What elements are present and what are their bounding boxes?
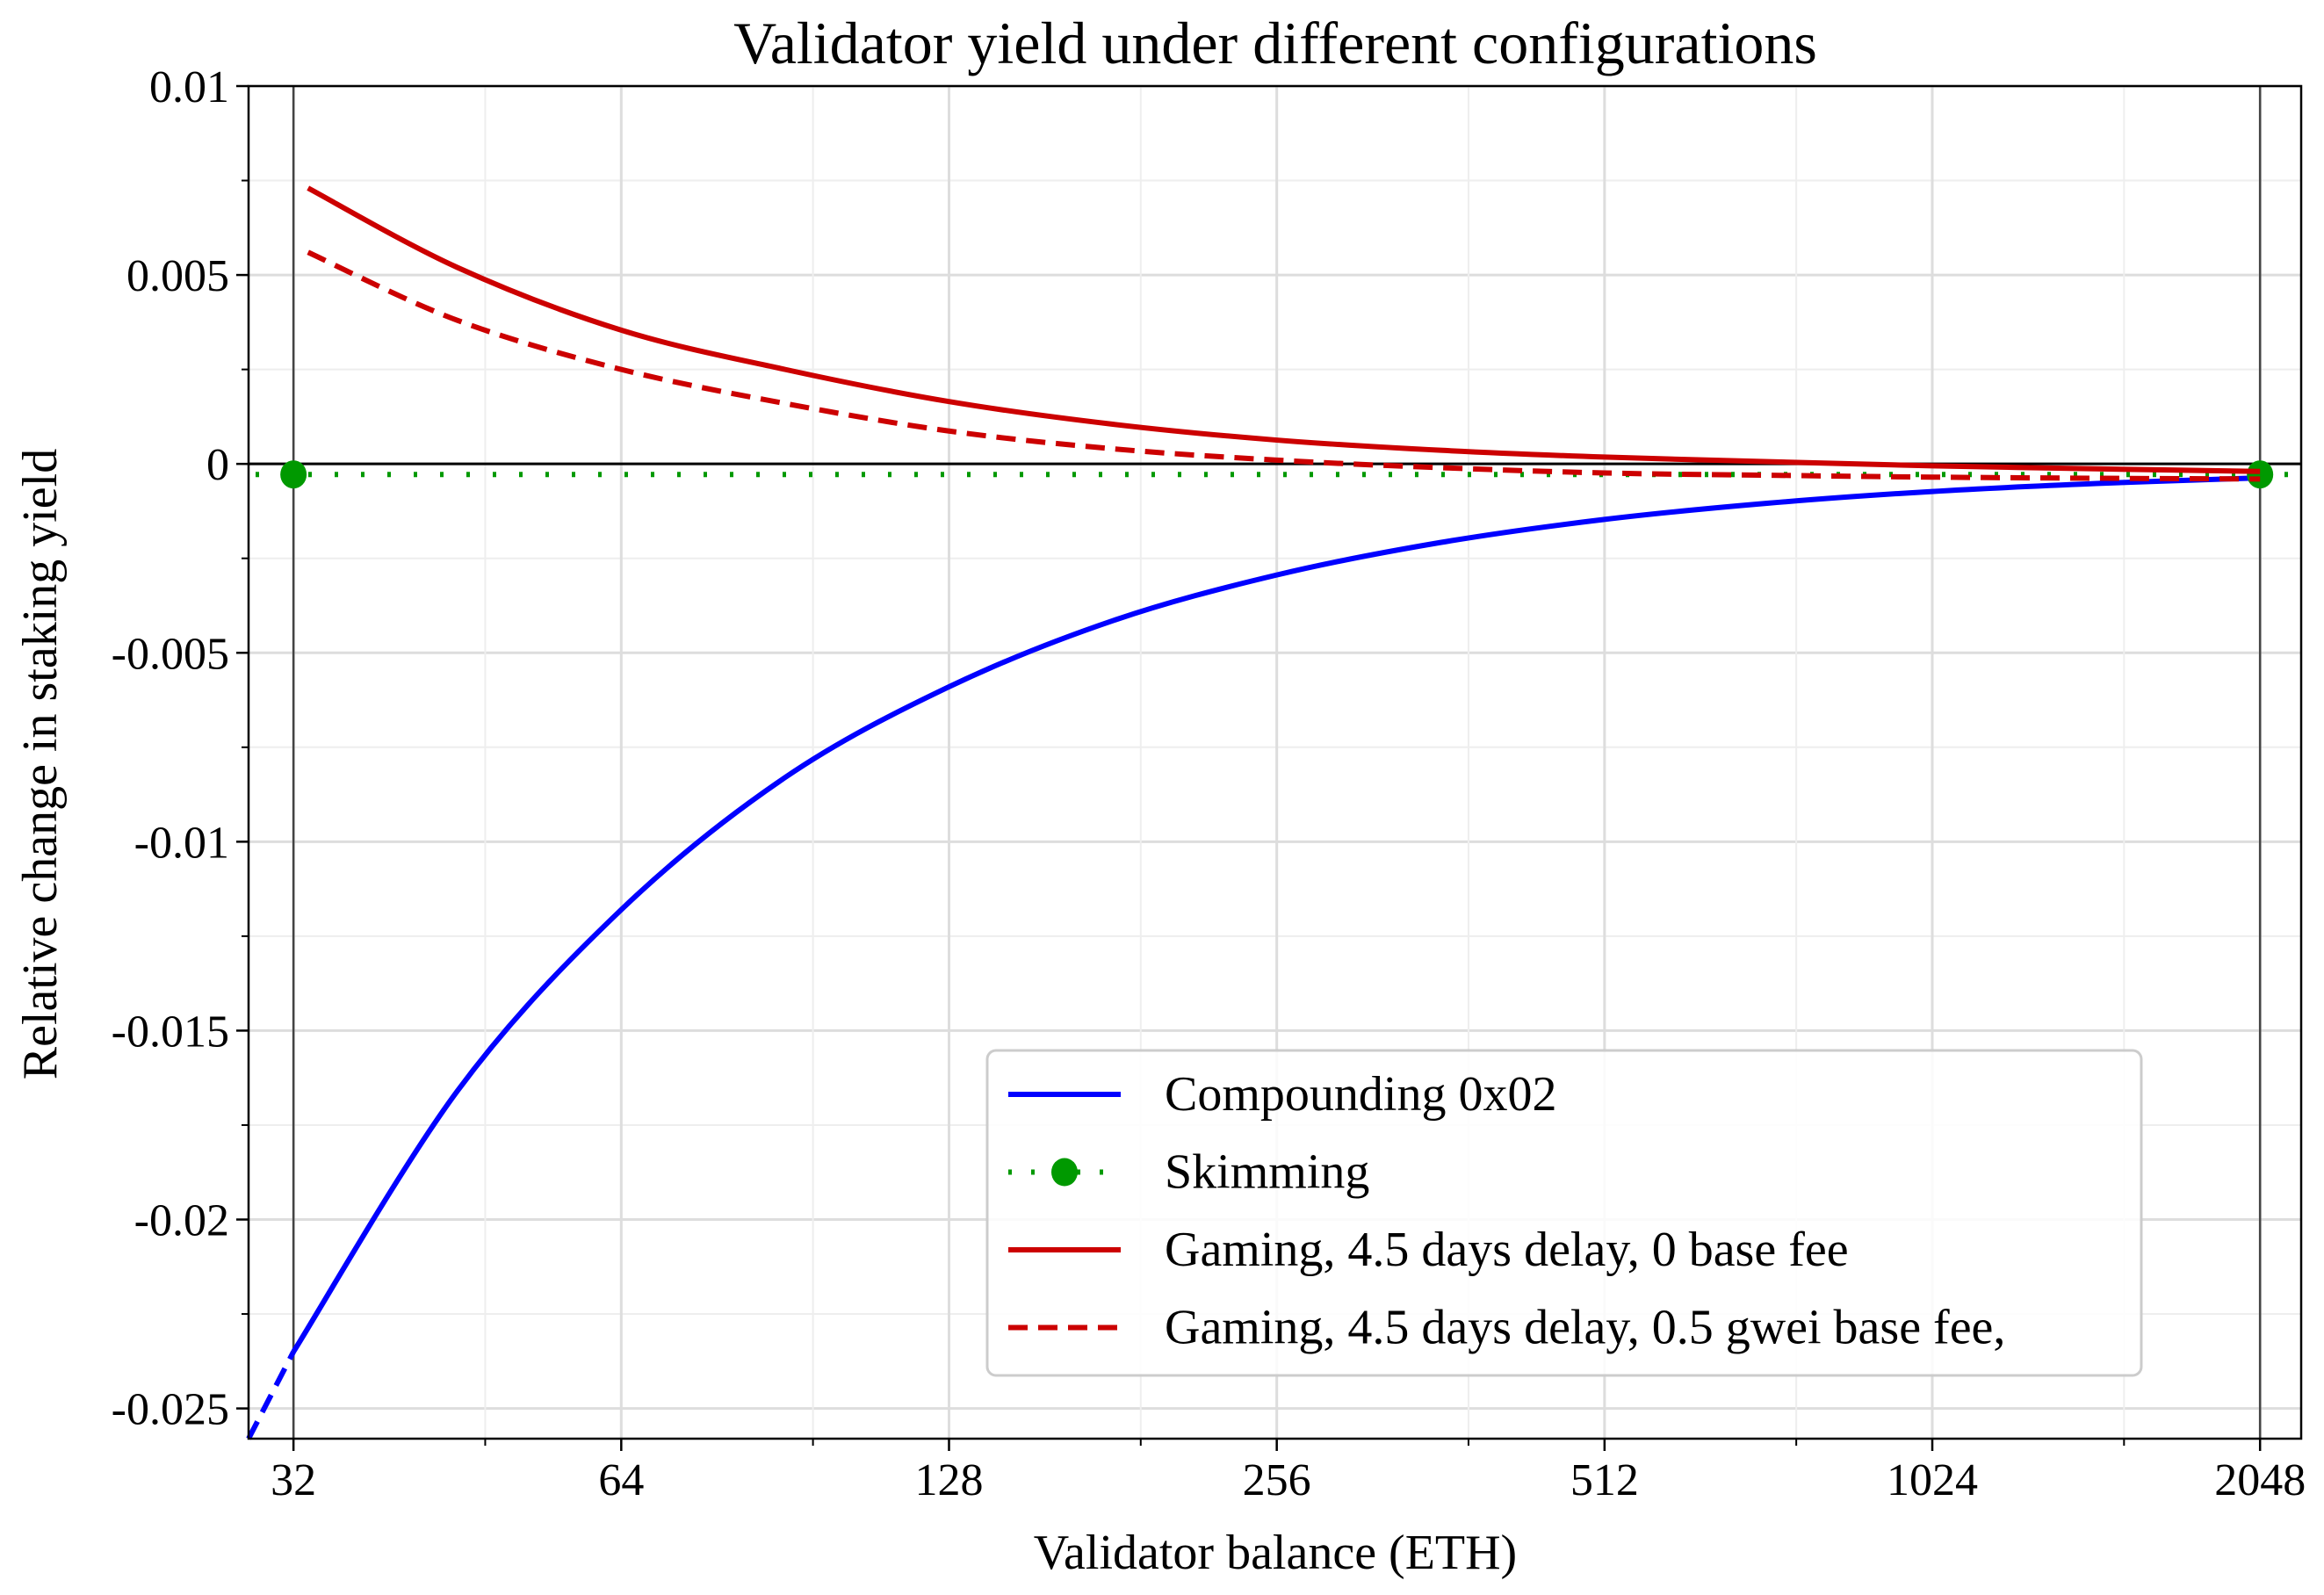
axis-ticks: 0.01 0.005 0 -0.005 -0.01 -0.015 -0.02 -0.025 32… [112,62,2306,1505]
legend-label: Gaming, 4.5 days delay, 0 base fee [1165,1223,1849,1277]
plot-frame [247,84,2303,1440]
x-tick-label: 128 [914,1455,983,1505]
x-tick-label: 512 [1570,1455,1639,1505]
y-tick-label: 0.01 [149,62,229,112]
y-tick-label: -0.025 [112,1385,229,1435]
legend-label: Skimming [1165,1145,1369,1200]
series-line [291,475,2261,1353]
x-tick-label: 1024 [1887,1455,1978,1505]
chart-title: Validator yield under different configur… [733,10,1817,76]
legend-label: Compounding 0x02 [1165,1067,1556,1122]
y-tick-label: 0 [206,440,229,490]
x-tick-label: 256 [1243,1455,1311,1505]
x-tick-label: 64 [598,1455,644,1505]
y-axis-label: Relative change in staking yield [13,449,68,1079]
y-tick-label: -0.02 [134,1196,229,1246]
x-tick-label: 32 [271,1455,316,1505]
data-point [2247,460,2274,489]
x-axis-label: Validator balance (ETH) [1034,1526,1517,1580]
series-layer [246,185,2301,1440]
legend-marker [1051,1158,1078,1187]
y-tick-label: -0.015 [112,1007,229,1057]
legend: Compounding 0x02 Skimming Gaming, 4.5 days… [985,1049,2143,1377]
y-tick-label: -0.005 [112,629,229,679]
series-0 [246,475,2261,1440]
legend-label: Gaming, 4.5 days delay, 0.5 gwei base fe… [1165,1301,2005,1355]
series-line [307,185,2261,474]
y-tick-label: 0.005 [126,251,229,301]
legend-box [985,1049,2143,1377]
y-tick-label: -0.01 [134,818,229,868]
series-3 [307,249,2261,482]
x-tick-label: 2048 [2214,1455,2306,1505]
series-2 [307,185,2261,474]
series-line [307,249,2261,482]
series-extension-line [246,1350,296,1440]
data-point [280,460,307,489]
